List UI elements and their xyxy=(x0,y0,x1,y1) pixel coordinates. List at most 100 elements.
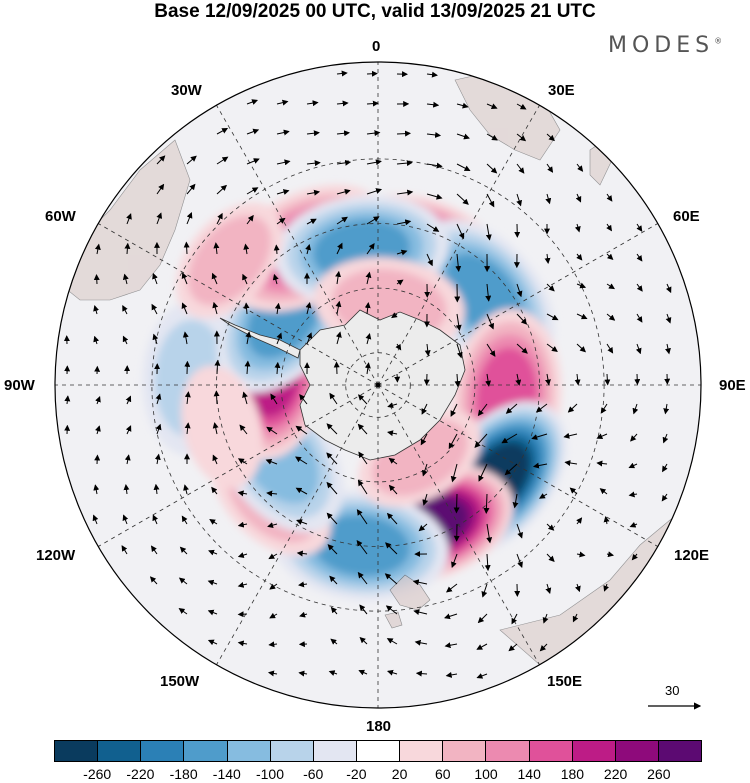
wind-vector xyxy=(606,193,613,202)
wind-vector xyxy=(661,493,668,502)
wind-vector xyxy=(486,313,494,330)
colorbar xyxy=(54,740,702,762)
wind-vector xyxy=(485,373,492,387)
wind-vector xyxy=(358,669,368,676)
wind-vector xyxy=(516,163,525,174)
wind-vector xyxy=(395,343,402,351)
wind-vector xyxy=(357,479,368,495)
wind-vector xyxy=(213,242,220,255)
wind-vector xyxy=(481,583,488,598)
wind-vector xyxy=(516,133,527,142)
wind-vector xyxy=(564,460,578,466)
wind-vector xyxy=(125,395,132,405)
wind-vector xyxy=(246,99,259,105)
wind-vector xyxy=(212,454,219,465)
wind-vector xyxy=(546,313,559,321)
colorbar-cell-11 xyxy=(529,741,573,761)
wind-vector xyxy=(237,490,248,497)
wind-vector xyxy=(486,193,495,208)
wind-vector xyxy=(546,163,554,173)
wind-vector xyxy=(631,553,638,561)
wind-vector xyxy=(576,343,586,353)
wind-vector xyxy=(453,493,460,514)
lon-label-150e: 150E xyxy=(547,673,583,690)
wind-vector xyxy=(186,183,196,195)
wind-vector xyxy=(413,609,428,616)
wind-vector xyxy=(516,313,528,325)
wind-vector xyxy=(295,425,308,435)
wind-vector xyxy=(182,331,189,345)
wind-vector xyxy=(335,270,342,285)
wind-vector xyxy=(422,493,429,506)
wind-vector xyxy=(418,523,428,532)
lon-label-90e: 90E xyxy=(719,377,746,394)
wind-vector xyxy=(214,359,221,375)
wind-vector xyxy=(450,403,458,417)
wind-vector xyxy=(456,343,463,359)
registered-mark: ® xyxy=(714,36,723,46)
wind-vector xyxy=(426,253,433,267)
wind-vector xyxy=(295,456,308,465)
wind-vector xyxy=(276,217,286,225)
wind-vector xyxy=(539,643,548,652)
meridian-line xyxy=(377,105,540,386)
wind-vector xyxy=(152,272,158,285)
wind-vector xyxy=(504,463,518,476)
wind-vector xyxy=(546,283,555,292)
wind-vector xyxy=(151,303,158,315)
wind-vector xyxy=(387,430,398,437)
wind-vector xyxy=(266,426,278,435)
wind-vector xyxy=(426,101,440,108)
wind-vector xyxy=(662,433,669,444)
wind-vector xyxy=(274,361,281,375)
wind-vector xyxy=(155,393,162,405)
wind-vector xyxy=(576,163,584,172)
wind-vectors xyxy=(63,70,672,679)
wind-vector xyxy=(122,305,128,315)
wind-vector xyxy=(387,402,398,409)
wind-vector xyxy=(156,155,166,165)
colorbar-tick-label: 60 xyxy=(435,766,451,782)
colorbar-cell-13 xyxy=(615,741,659,761)
wind-vector xyxy=(628,462,638,469)
wind-vector xyxy=(366,243,375,255)
wind-vector xyxy=(486,343,496,357)
wind-vector xyxy=(483,493,490,515)
wind-vector xyxy=(576,517,583,525)
lon-label-30w: 30W xyxy=(171,82,202,99)
wind-vector xyxy=(451,553,458,569)
wind-vector xyxy=(426,162,443,169)
wind-vector xyxy=(630,433,638,442)
colorbar-tick-label: -220 xyxy=(126,766,155,782)
wind-vector xyxy=(396,189,414,196)
wind-vector xyxy=(270,393,278,405)
colorbar-cell-3 xyxy=(184,741,228,761)
colorbar-cell-1 xyxy=(98,741,142,761)
wind-vector xyxy=(535,403,548,413)
wind-vector xyxy=(124,242,131,255)
meridian-line xyxy=(377,384,658,547)
wind-vector xyxy=(455,313,462,331)
wind-vector xyxy=(186,212,193,225)
wind-vector xyxy=(306,130,320,137)
wind-vector xyxy=(335,300,342,315)
wind-vector xyxy=(486,133,498,141)
wind-vector xyxy=(181,515,188,525)
wind-vector xyxy=(544,253,551,265)
colorbar-cell-10 xyxy=(486,741,530,761)
wind-vector xyxy=(576,282,587,289)
wind-vector xyxy=(336,216,348,225)
colorbar-tick-label: -180 xyxy=(169,766,198,782)
antarctic-peninsula xyxy=(219,317,301,359)
map-boundary xyxy=(54,61,702,709)
wind-vector xyxy=(364,362,371,375)
wind-vector xyxy=(476,673,488,679)
wind-vector xyxy=(273,244,280,255)
wind-vector xyxy=(93,335,100,345)
wind-vector xyxy=(596,433,608,439)
wind-vector xyxy=(546,343,558,352)
wind-vector xyxy=(426,71,438,78)
colorbar-cell-5 xyxy=(270,741,314,761)
colorbar-cell-6 xyxy=(313,741,357,761)
wind-vector xyxy=(477,403,488,417)
